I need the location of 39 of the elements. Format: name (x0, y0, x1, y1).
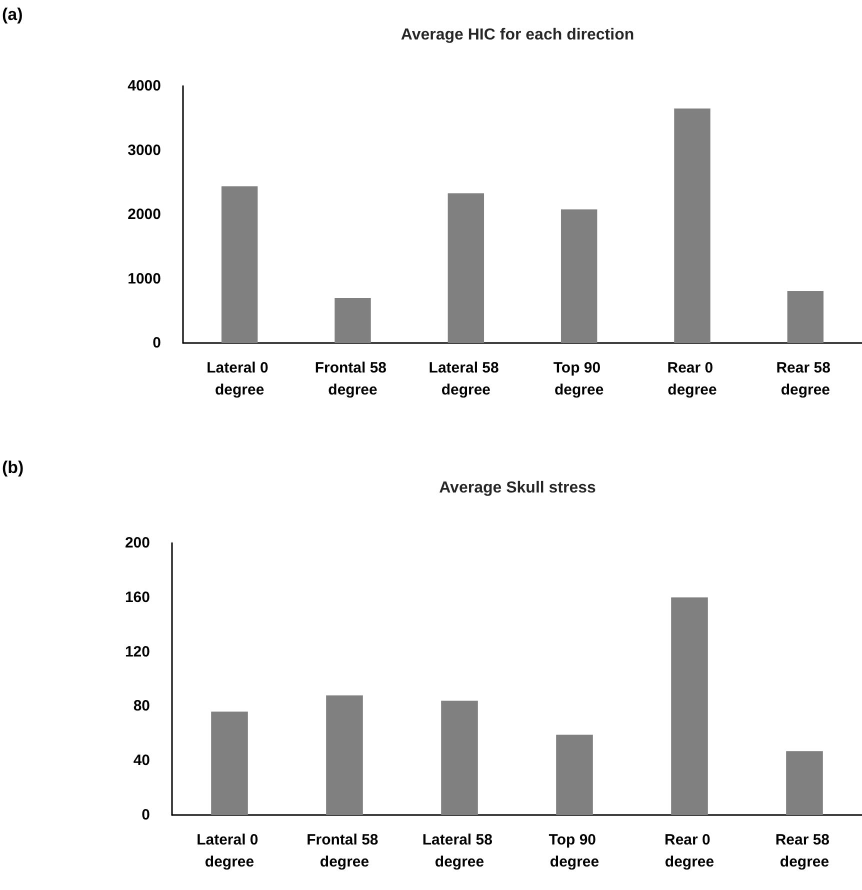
x-tick-label: Rear 0 degree (667, 360, 718, 398)
chart-title: Average Skull stress (439, 480, 596, 496)
chart-title: Average HIC for each direction (400, 26, 634, 44)
y-tick-label: 0 (152, 334, 161, 352)
bar (326, 695, 363, 815)
bar (671, 597, 708, 815)
x-tick-label: Lateral 0 degree (206, 360, 273, 398)
bar (787, 290, 824, 343)
y-tick-label: 3000 (128, 142, 161, 159)
bar (560, 209, 598, 343)
y-tick-label: 4000 (128, 78, 161, 94)
bar (786, 751, 823, 815)
y-tick-label: 0 (142, 806, 150, 824)
x-tick-label: Top 90 degree (548, 832, 600, 870)
x-tick-label: Rear 58 degree (776, 360, 835, 398)
y-tick-label: 40 (133, 752, 150, 770)
y-tick-label: 120 (124, 643, 150, 660)
y-tick-label: 160 (124, 588, 150, 606)
x-tick-label: Rear 58 degree (775, 832, 834, 870)
bar (674, 108, 710, 343)
bar (448, 193, 484, 343)
y-tick-label: 200 (124, 534, 150, 552)
bar (441, 700, 478, 815)
x-tick-label: Lateral 58 degree (428, 360, 504, 398)
x-tick-label: Lateral 58 degree (422, 832, 497, 870)
text: (b) (2, 458, 24, 477)
x-tick-label: Top 90 degree (553, 360, 605, 398)
x-tick-label: Rear 0 degree (664, 832, 715, 870)
bar (556, 734, 593, 815)
x-tick-label: Lateral 0 degree (196, 832, 262, 870)
text: (a) (2, 5, 23, 24)
bar (221, 186, 258, 343)
y-tick-label: 1000 (128, 270, 161, 288)
x-tick-label: Frontal 58 degree (314, 360, 391, 398)
bar (211, 712, 248, 815)
bar (334, 298, 371, 343)
x-tick-label: Frontal 58 degree (306, 832, 382, 870)
y-tick-label: 80 (133, 698, 150, 715)
y-tick-label: 2000 (128, 206, 161, 223)
